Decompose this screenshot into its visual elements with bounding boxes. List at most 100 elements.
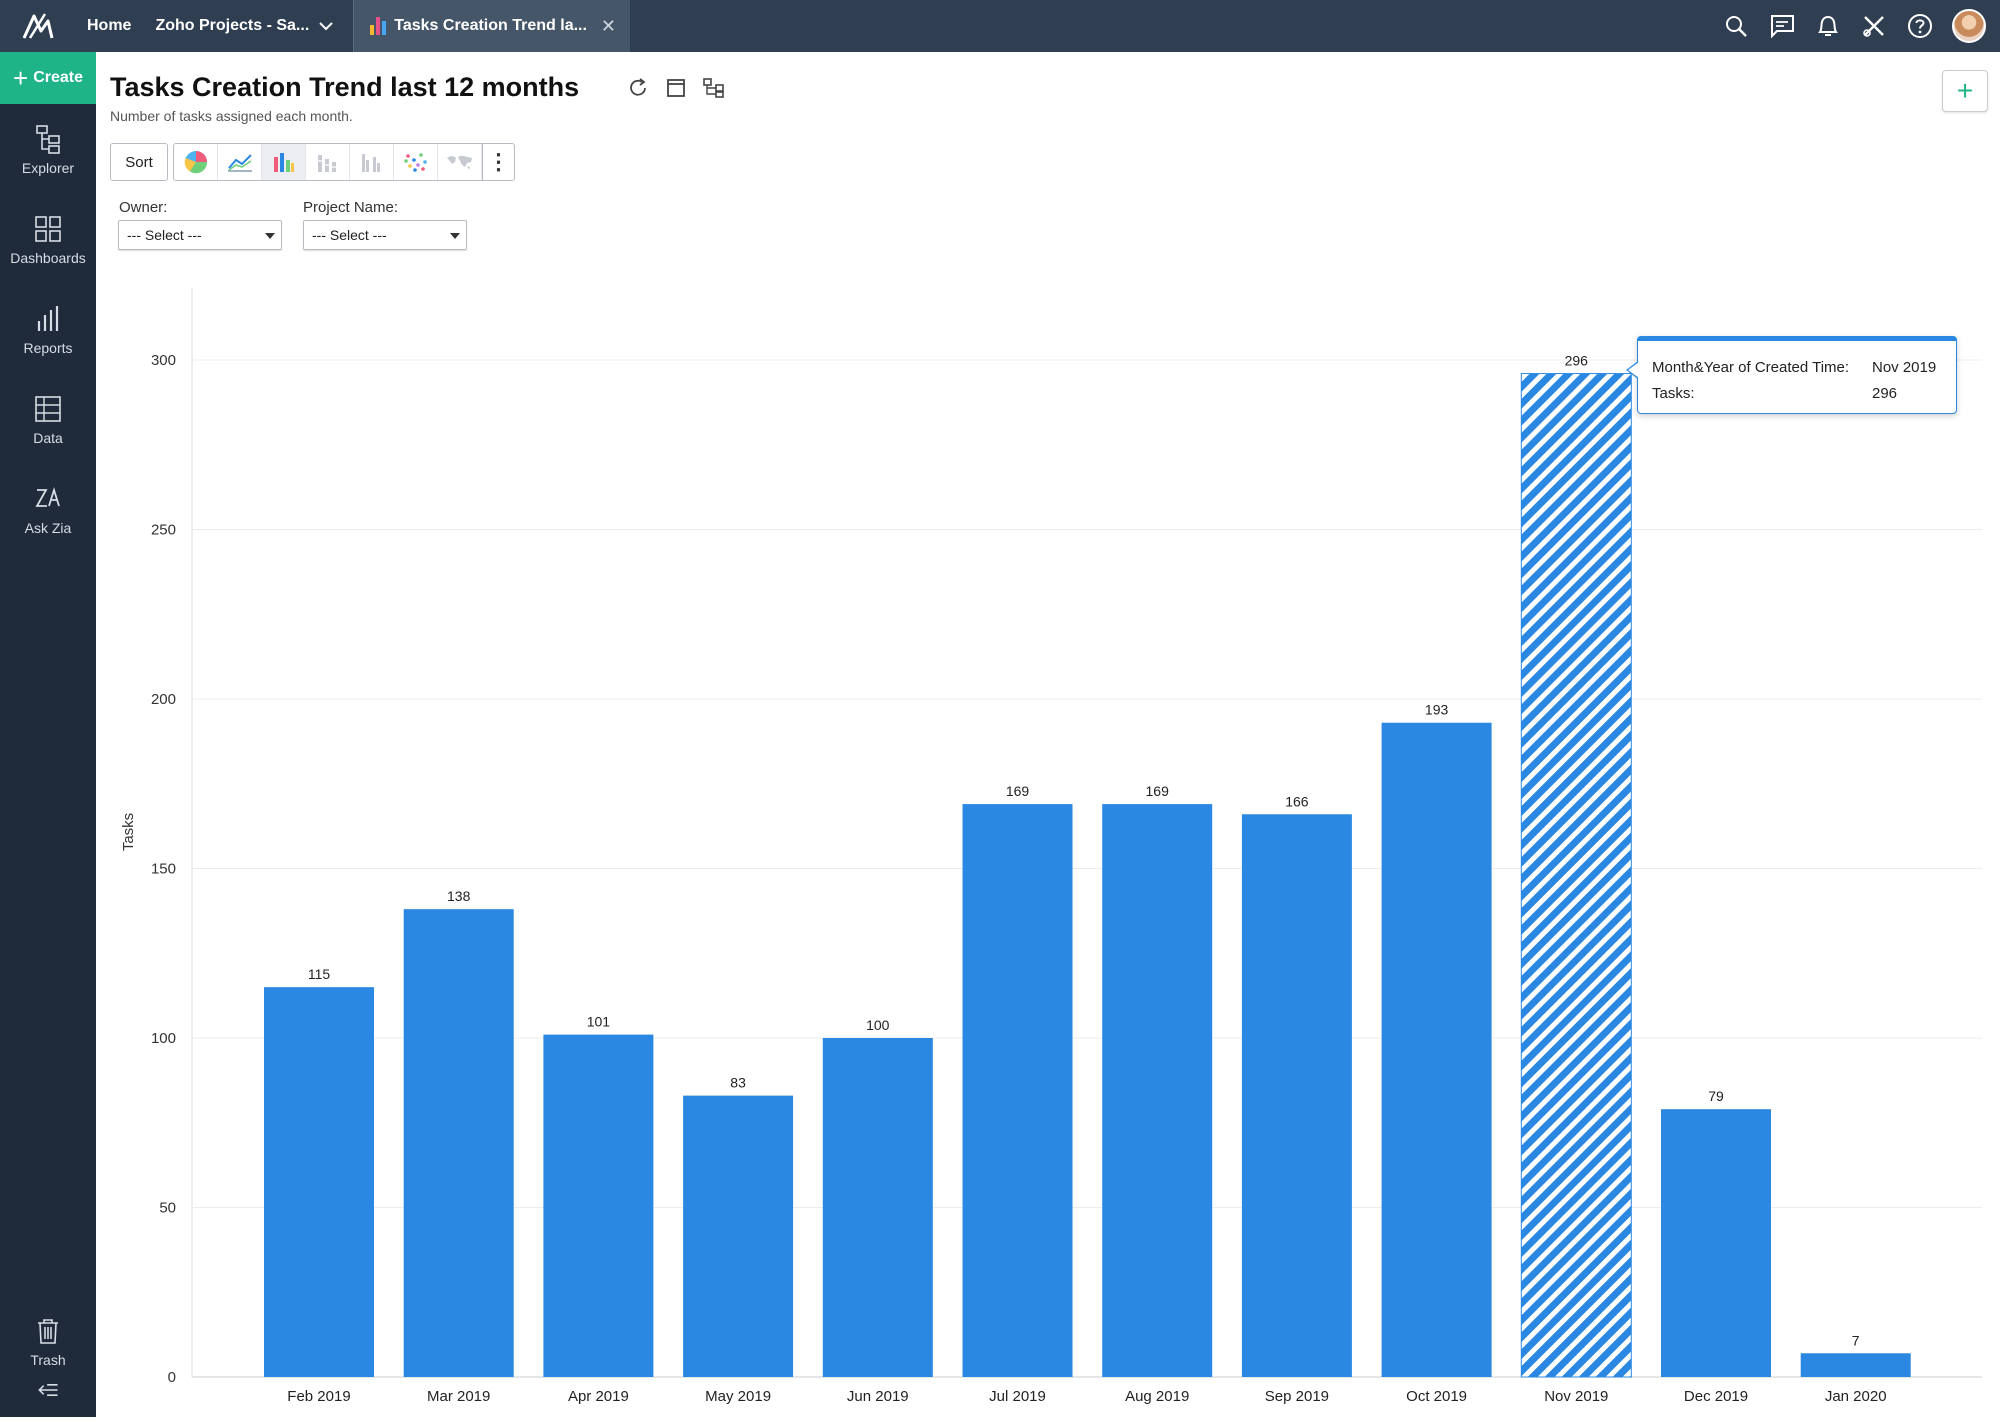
data-label: 7	[1852, 1332, 1860, 1348]
x-tick-label: Dec 2019	[1684, 1388, 1748, 1405]
bar-chart-button[interactable]	[262, 144, 306, 180]
project-name-label: Project Name:	[303, 199, 399, 216]
x-tick-label: Apr 2019	[568, 1388, 629, 1405]
duplicate-icon[interactable]	[664, 76, 688, 100]
tooltip-key-month: Month&Year of Created Time:	[1652, 358, 1850, 376]
scatter-chart-icon	[403, 153, 427, 172]
sidebar-item-label: Ask Zia	[24, 520, 72, 536]
help-icon[interactable]	[1906, 12, 1934, 40]
bar-aug-2019[interactable]	[1102, 804, 1213, 1377]
home-link[interactable]: Home	[87, 17, 132, 34]
y-tick-label: 200	[151, 691, 176, 708]
map-chart-button[interactable]	[438, 144, 482, 180]
bar-jun-2019[interactable]	[822, 1038, 933, 1377]
tab-tasks-creation-trend[interactable]: Tasks Creation Trend la... ✕	[353, 0, 631, 52]
bar-sep-2019[interactable]	[1241, 814, 1352, 1377]
y-axis-title: Tasks	[120, 813, 137, 851]
sidebar-item-label: Dashboards	[10, 250, 86, 266]
sidebar-item-label: Trash	[30, 1352, 66, 1368]
bar-feb-2019[interactable]	[264, 987, 374, 1377]
ask-zia-icon	[35, 486, 60, 507]
data-label: 100	[866, 1017, 890, 1033]
x-tick-label: Jul 2019	[989, 1388, 1046, 1405]
sort-button[interactable]: Sort	[110, 143, 168, 181]
bar-jan-2020[interactable]	[1800, 1353, 1911, 1377]
data-label: 193	[1425, 702, 1449, 718]
scatter-chart-button[interactable]	[394, 144, 438, 180]
sidebar: + Create Explorer Dashboards Reports Data…	[0, 52, 96, 1417]
bar-mar-2019[interactable]	[403, 909, 514, 1377]
sidebar-item-trash[interactable]: Trash	[0, 1302, 96, 1382]
workspace-dropdown[interactable]: Zoho Projects - Sa...	[143, 0, 345, 52]
pie-chart-icon	[184, 151, 207, 174]
page-subtitle: Number of tasks assigned each month.	[110, 108, 353, 124]
data-label: 169	[1146, 783, 1170, 799]
bar-chart: 0 50 100 150 200 250 300 115 Feb 2019 138 Mar 2019…	[96, 280, 2000, 1417]
bar-chart-icon	[370, 17, 387, 35]
close-icon[interactable]: ✕	[600, 15, 617, 36]
sidebar-item-reports[interactable]: Reports	[0, 290, 96, 370]
x-tick-label: May 2019	[705, 1388, 771, 1405]
search-icon[interactable]	[1722, 12, 1750, 40]
data-label: 296	[1565, 353, 1589, 369]
sidebar-item-explorer[interactable]: Explorer	[0, 110, 96, 190]
tooltip-value-month: Nov 2019	[1872, 358, 1937, 376]
owner-select-value: --- Select ---	[127, 227, 202, 243]
data-label: 79	[1708, 1088, 1724, 1104]
sidebar-item-data[interactable]: Data	[0, 380, 96, 460]
grouped-bar-chart-icon	[361, 154, 380, 172]
bar-dec-2019[interactable]	[1661, 1109, 1771, 1377]
project-select-value: --- Select ---	[312, 227, 387, 243]
plus-icon: +	[13, 63, 29, 93]
x-tick-label: Jun 2019	[847, 1388, 909, 1405]
chart-canvas: 0 50 100 150 200 250 300 115 Feb 2019 138 Mar 2019…	[120, 288, 1982, 1405]
bar-chart-icon	[273, 153, 294, 172]
create-label: Create	[33, 69, 83, 86]
stacked-bar-chart-icon	[317, 155, 336, 172]
pie-chart-button[interactable]	[174, 144, 218, 180]
owner-select[interactable]: --- Select ---	[118, 220, 282, 250]
explorer-icon	[36, 125, 60, 154]
bar-oct-2019[interactable]	[1381, 722, 1492, 1377]
bar-apr-2019[interactable]	[543, 1034, 654, 1377]
collapse-icon	[38, 1384, 58, 1396]
line-chart-button[interactable]	[218, 144, 262, 180]
bar-jul-2019[interactable]	[962, 804, 1073, 1377]
chevron-down-icon	[319, 18, 333, 34]
data-icon	[35, 396, 61, 422]
line-chart-icon	[227, 154, 252, 172]
tooltip-key-tasks: Tasks:	[1652, 384, 1695, 402]
bell-icon[interactable]	[1814, 12, 1842, 40]
collapse-sidebar-button[interactable]	[0, 1370, 96, 1410]
refresh-icon[interactable]	[626, 76, 650, 100]
related-views-icon[interactable]	[702, 76, 726, 100]
grouped-bar-chart-button[interactable]	[350, 144, 394, 180]
caret-down-icon	[450, 233, 460, 239]
avatar[interactable]	[1952, 9, 1986, 43]
project-name-select[interactable]: --- Select ---	[303, 220, 467, 250]
data-label: 83	[730, 1075, 746, 1091]
data-label: 166	[1285, 793, 1309, 809]
stacked-bar-chart-button[interactable]	[306, 144, 350, 180]
more-options-icon[interactable]: ⋮	[482, 144, 514, 180]
bar-nov-2019[interactable]	[1520, 373, 1632, 1378]
create-button[interactable]: + Create	[0, 52, 96, 104]
data-label: 169	[1006, 783, 1030, 799]
sidebar-item-ask-zia[interactable]: Ask Zia	[0, 470, 96, 550]
chat-icon[interactable]	[1768, 12, 1796, 40]
chart-tooltip: Month&Year of Created Time: Nov 2019 Task…	[1626, 336, 1957, 414]
owner-label: Owner:	[119, 199, 168, 216]
world-map-icon	[446, 155, 472, 170]
data-label: 138	[447, 888, 471, 904]
bar-may-2019[interactable]	[683, 1095, 794, 1377]
data-label: 101	[587, 1014, 611, 1030]
y-tick-label: 150	[151, 861, 176, 878]
x-tick-label: Feb 2019	[287, 1388, 350, 1405]
add-button[interactable]: +	[1942, 70, 1988, 112]
y-tick-label: 300	[151, 352, 176, 369]
tools-icon[interactable]	[1860, 12, 1888, 40]
y-tick-label: 0	[168, 1369, 176, 1386]
chart-type-toolbar: ⋮	[173, 143, 515, 181]
app-logo-icon[interactable]	[0, 0, 75, 52]
sidebar-item-dashboards[interactable]: Dashboards	[0, 200, 96, 280]
